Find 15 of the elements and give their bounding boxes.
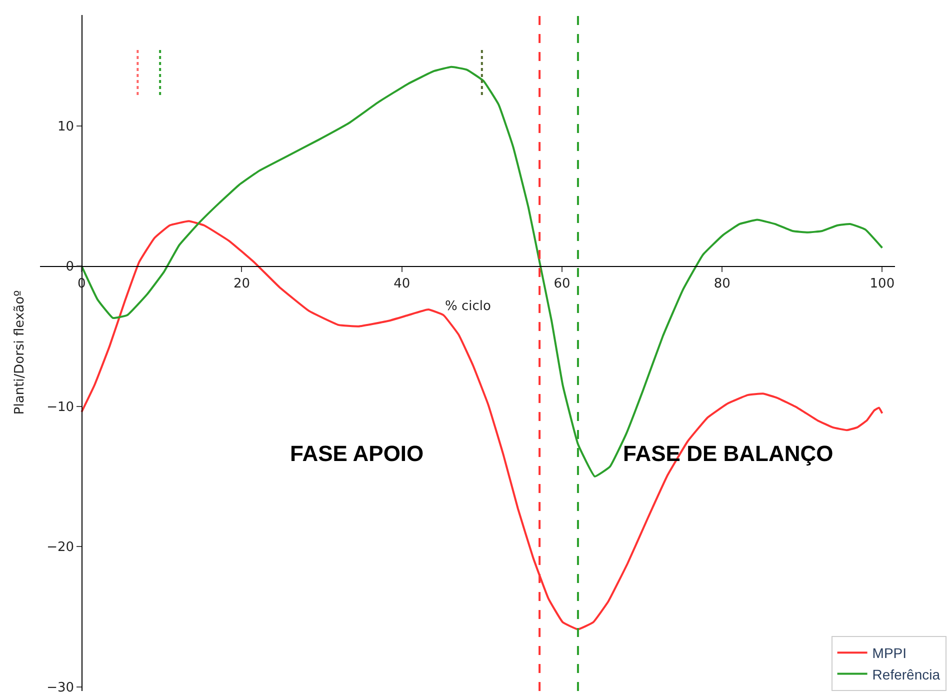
y-tick-label: 10 — [57, 119, 74, 134]
y-tick-label: −30 — [46, 680, 74, 696]
legend-label: MPPI — [872, 645, 907, 662]
y-tick-label: −10 — [46, 400, 74, 415]
x-axis-title: % ciclo — [445, 299, 492, 314]
x-tick-label: 80 — [714, 276, 730, 292]
x-tick-label: 20 — [233, 276, 250, 292]
x-tick-label: 100 — [870, 276, 895, 292]
annotation: FASE DE BALANÇO — [623, 441, 834, 466]
x-tick-label: 60 — [554, 276, 570, 292]
x-tick-label: 40 — [394, 276, 410, 292]
annotation: FASE APOIO — [290, 441, 424, 466]
legend-label: Referência — [872, 666, 940, 682]
y-axis-title: Planti/Dorsi flexãoº — [12, 290, 28, 415]
y-tick-label: −20 — [46, 540, 74, 556]
